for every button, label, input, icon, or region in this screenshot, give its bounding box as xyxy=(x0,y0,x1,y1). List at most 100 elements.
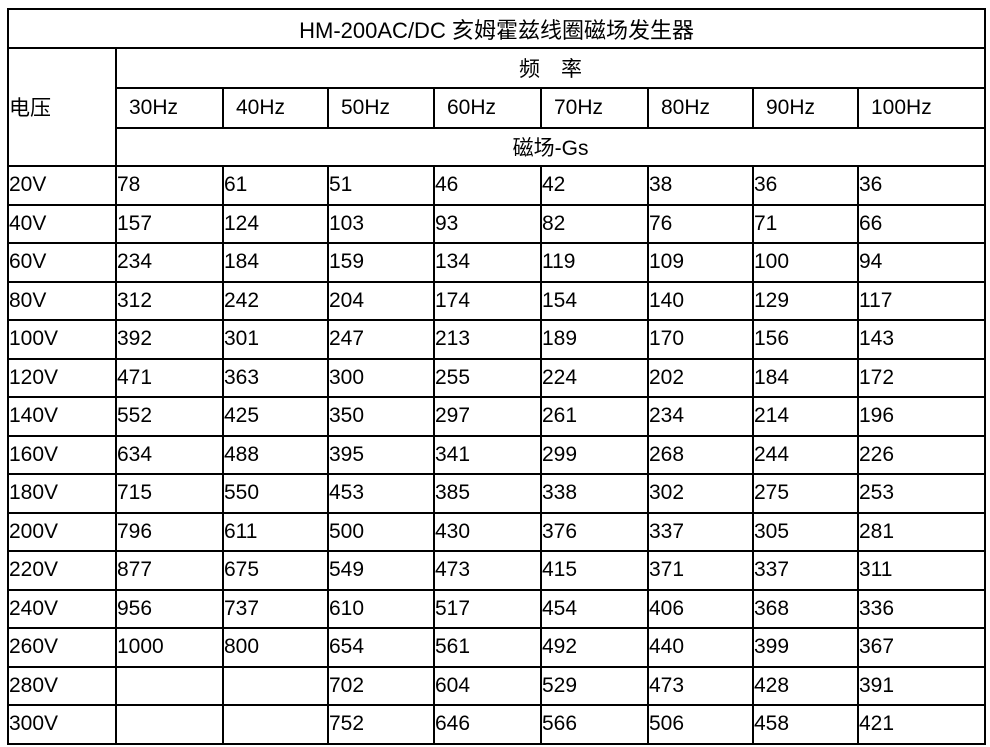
field-value-cell: 336 xyxy=(856,588,987,629)
frequency-header-cell: 30Hz xyxy=(115,87,224,129)
field-value-cell: 752 xyxy=(327,704,435,745)
field-value-cell: 415 xyxy=(540,550,649,591)
field-value-cell: 301 xyxy=(222,319,329,360)
field-value-cell: 213 xyxy=(433,319,542,360)
field-value-cell: 172 xyxy=(856,357,987,398)
table-row: 240V 956 737 610 517 454 406 368 336 xyxy=(7,588,987,629)
field-value-cell: 247 xyxy=(327,319,435,360)
field-unit-row: 磁场-Gs xyxy=(8,127,987,167)
field-value-cell: 634 xyxy=(115,434,224,475)
field-value-cell xyxy=(222,665,329,706)
field-value-cell: 234 xyxy=(647,396,754,437)
field-value-cell: 244 xyxy=(752,434,859,475)
field-value-cell: 305 xyxy=(752,511,859,552)
field-value-cell: 140 xyxy=(647,280,754,321)
field-value-cell: 46 xyxy=(433,165,542,206)
field-value-cell: 500 xyxy=(327,511,435,552)
frequency-group-header: 频 率 xyxy=(114,47,987,89)
field-value-cell: 715 xyxy=(115,473,224,514)
voltage-cell: 40V xyxy=(7,203,117,244)
table-row: 260V 1000 800 654 561 492 440 399 367 xyxy=(7,627,987,668)
field-value-cell: 492 xyxy=(540,627,649,668)
voltage-cell: 160V xyxy=(7,434,117,475)
field-value-cell: 425 xyxy=(222,396,329,437)
field-value-cell: 300 xyxy=(327,357,435,398)
field-value-cell: 376 xyxy=(540,511,649,552)
field-value-cell: 458 xyxy=(752,704,859,745)
field-value-cell: 529 xyxy=(540,665,649,706)
field-value-cell: 61 xyxy=(222,165,329,206)
field-value-cell: 154 xyxy=(540,280,649,321)
frequency-header-row: 电压 频 率 xyxy=(7,47,987,167)
field-value-cell: 184 xyxy=(222,242,329,283)
field-value-cell: 796 xyxy=(115,511,224,552)
field-value-cell: 610 xyxy=(327,588,435,629)
table-row: 40V 157 124 103 93 82 76 71 66 xyxy=(7,203,987,244)
field-value-cell: 428 xyxy=(752,665,859,706)
table-row: 60V 234 184 159 134 119 109 100 94 xyxy=(7,242,987,283)
field-value-cell: 214 xyxy=(752,396,859,437)
field-value-cell: 234 xyxy=(115,242,224,283)
field-value-cell: 202 xyxy=(647,357,754,398)
voltage-cell: 240V xyxy=(7,588,117,629)
field-value-cell: 204 xyxy=(327,280,435,321)
voltage-cell: 80V xyxy=(7,280,117,321)
field-value-cell: 275 xyxy=(752,473,859,514)
field-value-cell: 253 xyxy=(856,473,987,514)
field-value-cell: 42 xyxy=(540,165,649,206)
voltage-cell: 300V xyxy=(7,704,117,745)
table-row: 20V 78 61 51 46 42 38 36 36 xyxy=(7,165,987,206)
field-value-cell: 421 xyxy=(856,704,987,745)
field-value-cell: 100 xyxy=(752,242,859,283)
field-value-cell: 488 xyxy=(222,434,329,475)
field-value-cell: 117 xyxy=(856,280,987,321)
field-value-cell xyxy=(222,704,329,745)
voltage-cell: 220V xyxy=(7,550,117,591)
frequency-values-row: 30Hz 40Hz 50Hz 60Hz 70Hz 80Hz 90Hz 100Hz xyxy=(8,87,987,129)
field-value-cell: 395 xyxy=(327,434,435,475)
field-value-cell: 311 xyxy=(856,550,987,591)
table-row: 100V 392 301 247 213 189 170 156 143 xyxy=(7,319,987,360)
frequency-header-cell: 40Hz xyxy=(222,87,329,129)
frequency-header-cell: 70Hz xyxy=(540,87,649,129)
frequency-header-cell: 60Hz xyxy=(433,87,542,129)
table-row: 160V 634 488 395 341 299 268 244 226 xyxy=(7,434,987,475)
field-value-cell: 66 xyxy=(856,203,987,244)
field-value-cell xyxy=(115,665,224,706)
field-value-cell: 392 xyxy=(115,319,224,360)
table-row: 300V 752 646 566 506 458 421 xyxy=(7,704,987,745)
table-row: 180V 715 550 453 385 338 302 275 253 xyxy=(7,473,987,514)
field-value-cell: 109 xyxy=(647,242,754,283)
field-value-cell: 78 xyxy=(115,165,224,206)
field-value-cell: 549 xyxy=(327,550,435,591)
field-value-cell: 363 xyxy=(222,357,329,398)
voltage-cell: 100V xyxy=(7,319,117,360)
field-value-cell: 368 xyxy=(752,588,859,629)
field-value-cell: 129 xyxy=(752,280,859,321)
field-value-cell: 552 xyxy=(115,396,224,437)
field-value-cell: 103 xyxy=(327,203,435,244)
field-value-cell: 51 xyxy=(327,165,435,206)
voltage-cell: 60V xyxy=(7,242,117,283)
field-value-cell: 156 xyxy=(752,319,859,360)
field-value-cell: 299 xyxy=(540,434,649,475)
voltage-column-header: 电压 xyxy=(7,47,117,167)
field-value-cell: 453 xyxy=(327,473,435,514)
field-value-cell: 226 xyxy=(856,434,987,475)
field-value-cell: 134 xyxy=(433,242,542,283)
field-value-cell: 471 xyxy=(115,357,224,398)
field-value-cell: 174 xyxy=(433,280,542,321)
voltage-cell: 200V xyxy=(7,511,117,552)
field-value-cell: 268 xyxy=(647,434,754,475)
field-value-cell: 646 xyxy=(433,704,542,745)
field-value-cell: 702 xyxy=(327,665,435,706)
field-value-cell: 76 xyxy=(647,203,754,244)
field-value-cell: 119 xyxy=(540,242,649,283)
field-value-cell: 956 xyxy=(115,588,224,629)
field-value-cell: 224 xyxy=(540,357,649,398)
table-row: 120V 471 363 300 255 224 202 184 172 xyxy=(7,357,987,398)
table-row: 280V 702 604 529 473 428 391 xyxy=(7,665,987,706)
field-value-cell: 261 xyxy=(540,396,649,437)
field-value-cell: 189 xyxy=(540,319,649,360)
